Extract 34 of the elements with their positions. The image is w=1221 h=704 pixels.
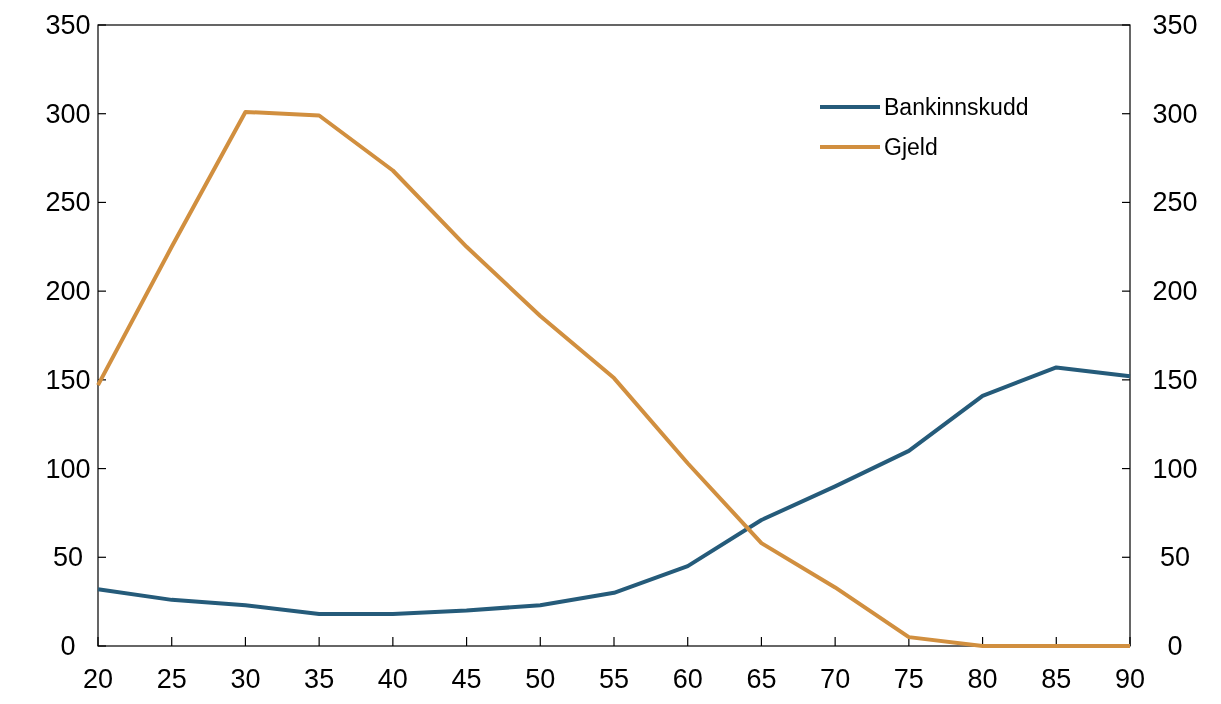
y2-tick-label: 150 xyxy=(1152,364,1198,395)
y2-tick-label: 0 xyxy=(1167,631,1183,661)
legend-label: Bankinnskudd xyxy=(884,94,1029,120)
y-tick-label: 0 xyxy=(60,631,76,661)
x-tick-label: 55 xyxy=(598,664,630,694)
y-tick-label: 50 xyxy=(52,542,84,573)
y-tick-label: 200 xyxy=(45,276,91,307)
x-tick-label: 40 xyxy=(377,664,408,694)
y2-tick-label: 50 xyxy=(1159,542,1191,573)
y-tick-label: 250 xyxy=(45,187,91,218)
y2-tick-label: 300 xyxy=(1152,98,1198,129)
x-tick-label: 20 xyxy=(82,664,114,694)
y2-tick-label: 100 xyxy=(1152,453,1198,484)
x-tick-label: 50 xyxy=(525,664,556,694)
x-tick-label: 80 xyxy=(967,664,998,694)
line-series xyxy=(96,365,1132,617)
x-tick-label: 90 xyxy=(1114,664,1146,694)
legend-label: Gjeld xyxy=(884,134,938,160)
y2-tick-label: 200 xyxy=(1152,276,1198,307)
y2-tick-label: 250 xyxy=(1152,187,1198,218)
x-tick-label: 85 xyxy=(1041,664,1072,694)
x-tick-label: 35 xyxy=(304,664,335,694)
x-tick-label: 65 xyxy=(746,664,777,694)
x-tick-label: 75 xyxy=(893,664,924,694)
y2-tick-label: 350 xyxy=(1152,10,1198,40)
x-tick-label: 25 xyxy=(156,664,187,694)
y-tick-label: 100 xyxy=(45,453,91,484)
x-tick-label: 60 xyxy=(672,664,703,694)
x-tick-label: 70 xyxy=(820,664,851,694)
y-tick-label: 300 xyxy=(45,98,91,129)
x-tick-label: 30 xyxy=(230,664,261,694)
y-tick-label: 350 xyxy=(45,10,91,40)
x-tick-label: 45 xyxy=(451,664,482,694)
y-tick-label: 150 xyxy=(45,364,91,395)
